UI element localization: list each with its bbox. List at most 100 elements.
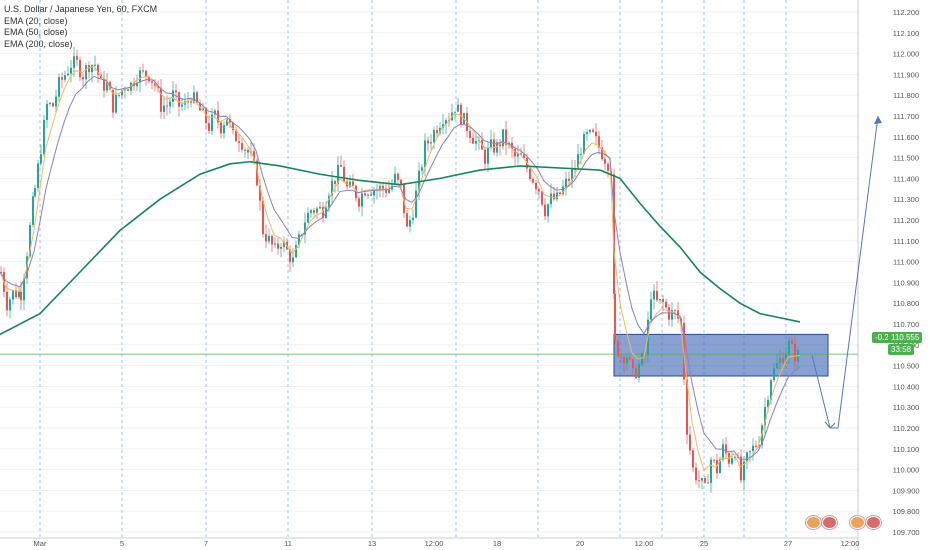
candle-body: [728, 453, 730, 464]
candle-body: [436, 130, 438, 134]
candle-body: [472, 137, 474, 144]
candle-body: [583, 133, 585, 154]
candle-body: [160, 88, 162, 112]
candle-body: [710, 459, 712, 483]
candle-body: [689, 434, 691, 451]
chart-legend: U.S. Dollar / Japanese Yen, 60, FXCM EMA…: [4, 4, 157, 50]
candle-body: [298, 234, 300, 246]
candle-body: [64, 75, 66, 80]
candle-body: [343, 166, 345, 182]
candle-body: [23, 278, 25, 301]
candle-body: [767, 399, 769, 407]
y-tick-label: 111.700: [893, 112, 919, 121]
y-tick-label: 112.100: [893, 29, 920, 38]
candle-body: [719, 459, 721, 474]
candle-body: [493, 139, 495, 153]
candle-body: [755, 445, 757, 447]
candle-body: [79, 59, 81, 78]
y-tick-label: 111.100: [893, 237, 919, 246]
x-tick-label: 25: [700, 539, 708, 548]
projection-arrowhead: [874, 116, 882, 124]
candle-body: [175, 90, 177, 93]
candle-body: [791, 340, 793, 344]
candle-body: [695, 467, 697, 481]
candle-body: [220, 122, 222, 134]
candle-body: [43, 120, 45, 155]
candle-body: [553, 193, 555, 200]
candle-body: [328, 195, 330, 208]
candle-body: [698, 480, 700, 482]
candle-body: [544, 204, 546, 217]
candle-body: [571, 169, 573, 181]
candle-body: [34, 188, 36, 197]
ema-20-label: EMA (20, close): [4, 15, 68, 26]
candle-body: [725, 444, 727, 454]
y-tick-label: 112.000: [893, 50, 920, 59]
candle-body: [430, 142, 432, 144]
candle-body: [607, 163, 609, 172]
candle-body: [88, 65, 90, 73]
x-tick-label: 7: [204, 539, 208, 548]
y-tick-label: 110.400: [893, 382, 920, 391]
y-tick-label: 110.800: [893, 299, 920, 308]
candle-body: [166, 105, 168, 107]
y-tick-label: 111.900: [893, 70, 919, 79]
candle-body: [292, 257, 294, 263]
candle-body: [391, 183, 393, 190]
candle-body: [674, 310, 676, 312]
candle-body: [412, 217, 414, 221]
candle-body: [172, 90, 174, 102]
candle-body: [91, 64, 93, 73]
candle-body: [289, 249, 291, 263]
news-flag-icon[interactable]: [806, 516, 821, 529]
candle-body: [659, 298, 661, 301]
news-flag-icon[interactable]: [822, 516, 837, 529]
y-tick-label: 111.000: [893, 258, 919, 267]
candle-body: [788, 340, 790, 355]
candle-body: [577, 154, 579, 170]
x-tick-label: 12:00: [425, 539, 444, 548]
candle-body: [635, 368, 637, 378]
candle-body: [352, 181, 354, 186]
candle-body: [547, 204, 549, 217]
candle-body: [707, 482, 709, 484]
candle-body: [58, 77, 60, 97]
candle-body: [613, 174, 615, 294]
candle-body: [268, 235, 270, 242]
x-tick-label: 12:00: [635, 539, 654, 548]
candle-body: [484, 149, 486, 164]
candle-body: [280, 247, 282, 249]
y-tick-label: 111.200: [893, 216, 919, 225]
y-tick-label: 111.500: [893, 154, 919, 163]
candle-body: [208, 123, 210, 131]
candle-body: [535, 182, 537, 190]
y-tick-label: 109.800: [892, 507, 919, 516]
candle-body: [52, 103, 54, 107]
news-flag-icon[interactable]: [850, 516, 865, 529]
candle-body: [731, 458, 733, 464]
candle-body: [704, 478, 706, 483]
candle-body: [457, 104, 459, 112]
candle-body: [523, 154, 525, 159]
candle-body: [629, 357, 631, 360]
candle-body: [55, 96, 57, 107]
y-tick-label: 112.200: [893, 8, 920, 17]
candle-body: [136, 82, 138, 87]
x-tick-label: 27: [784, 539, 792, 548]
candle-body: [746, 452, 748, 462]
candle-body: [487, 148, 489, 164]
candle-body: [337, 164, 339, 184]
candle-body: [121, 90, 123, 96]
candle-body: [265, 234, 267, 242]
candle-body: [193, 92, 195, 103]
candle-body: [665, 301, 667, 308]
news-flag-icon[interactable]: [866, 516, 881, 529]
candle-body: [589, 129, 591, 133]
candle-body: [73, 56, 75, 68]
candle-body: [12, 290, 14, 300]
candle-body: [758, 445, 760, 447]
candle-body: [592, 129, 594, 132]
candle-body: [361, 193, 363, 207]
candle-body: [18, 291, 20, 298]
